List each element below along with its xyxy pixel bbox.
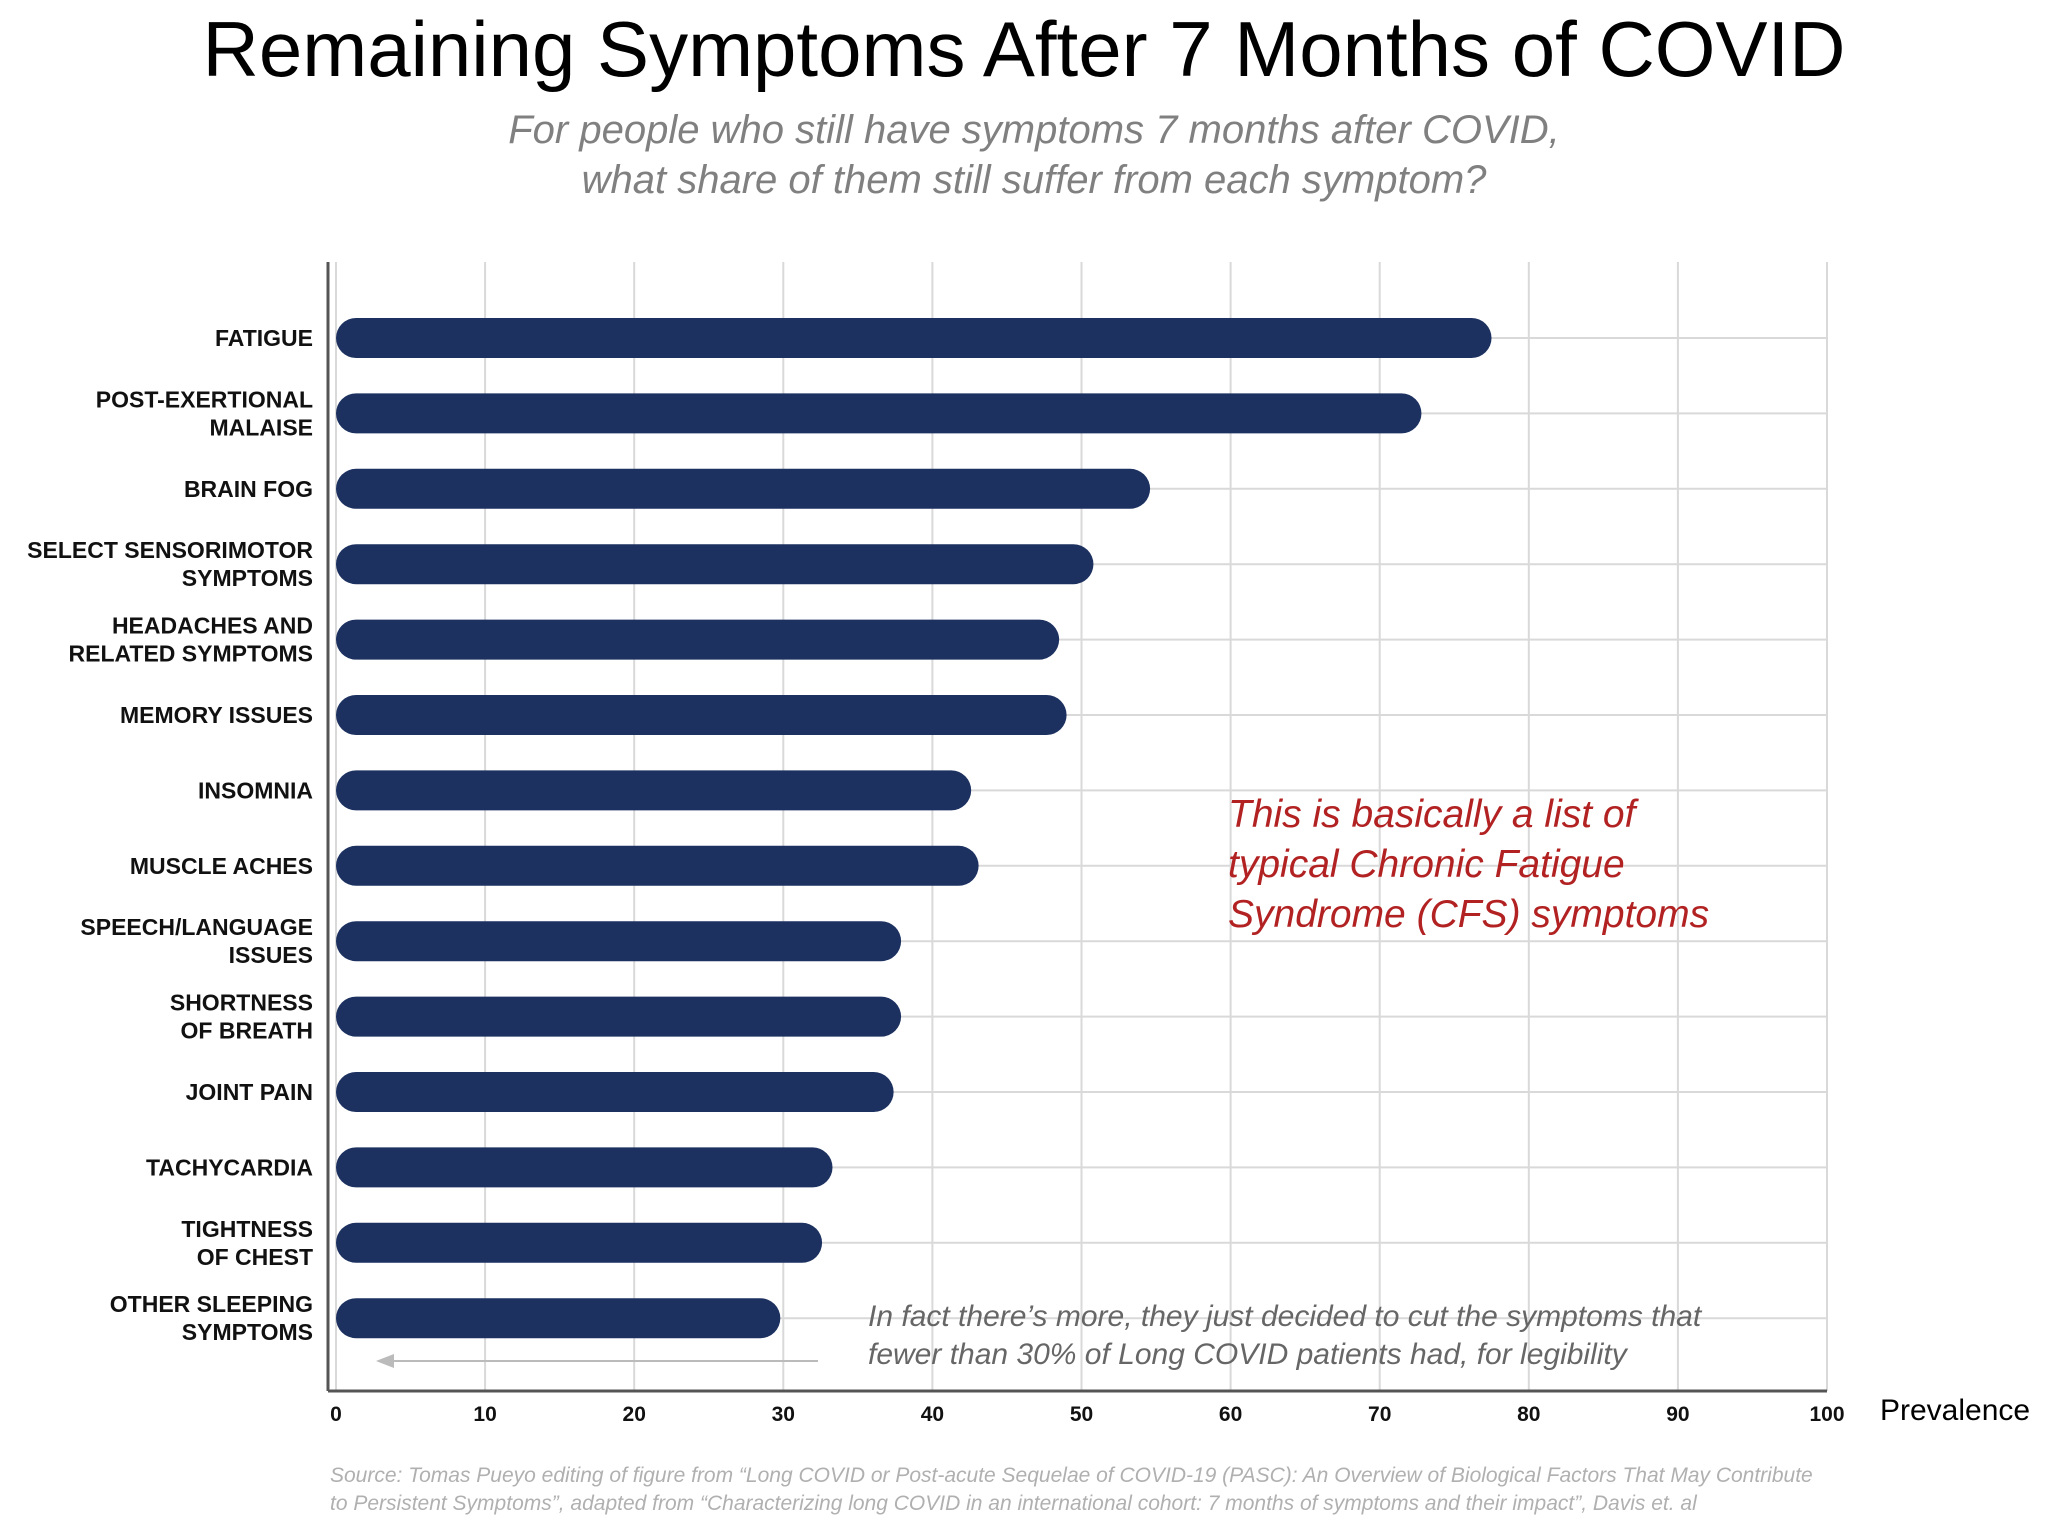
category-label: SELECT SENSORIMOTOR xyxy=(27,537,313,563)
x-tick-label: 70 xyxy=(1368,1403,1391,1426)
source-line-2: to Persistent Symptoms”, adapted from “C… xyxy=(330,1492,1697,1515)
chart-title: Remaining Symptoms After 7 Months of COV… xyxy=(202,5,1846,93)
bar xyxy=(336,1147,833,1188)
category-label: INSOMNIA xyxy=(198,777,313,803)
x-tick-label: 0 xyxy=(330,1403,342,1426)
x-axis-label: Prevalence xyxy=(1880,1394,2030,1427)
arrow-head xyxy=(376,1354,394,1368)
axes xyxy=(326,262,1827,1393)
category-label: ISSUES xyxy=(229,942,313,968)
category-label: SHORTNESS xyxy=(170,990,313,1016)
category-label: MUSCLE ACHES xyxy=(130,853,313,879)
bar xyxy=(336,318,1492,358)
x-tick-label: 80 xyxy=(1517,1403,1540,1426)
bar xyxy=(336,468,1151,509)
source-note: Source: Tomas Pueyo editing of figure fr… xyxy=(330,1462,1813,1518)
x-tick-labels: 0 10 20 30 40 50 60 70 80 90 100 xyxy=(330,1403,1844,1426)
category-label: POST-EXERTIONAL xyxy=(96,386,313,412)
category-label: HEADACHES AND xyxy=(112,613,313,639)
cutoff-annotation-line-1: In fact there’s more, they just decided … xyxy=(868,1300,1702,1333)
category-label: OF BREATH xyxy=(181,1018,313,1044)
x-tick-label: 20 xyxy=(623,1403,646,1426)
x-tick-label: 90 xyxy=(1666,1403,1689,1426)
bar xyxy=(336,1072,894,1112)
category-label: SPEECH/LANGUAGE xyxy=(80,914,313,940)
bar xyxy=(336,544,1094,585)
category-label: OTHER SLEEPING xyxy=(110,1291,313,1317)
x-tick-label: 60 xyxy=(1219,1403,1242,1426)
category-label: RELATED SYMPTOMS xyxy=(69,641,314,667)
chart-subtitle-line-2: what share of them still suffer from eac… xyxy=(581,158,1487,202)
bar xyxy=(336,619,1060,660)
source-line-1: Source: Tomas Pueyo editing of figure fr… xyxy=(330,1464,1813,1487)
cut-off-arrow xyxy=(376,1354,818,1368)
chart-subtitle-line-1: For people who still have symptoms 7 mon… xyxy=(508,108,1560,152)
category-label: TIGHTNESS xyxy=(181,1216,313,1242)
bar xyxy=(336,921,902,962)
category-label: SYMPTOMS xyxy=(182,565,313,591)
bar xyxy=(336,845,979,886)
x-tick-label: 30 xyxy=(772,1403,795,1426)
bar xyxy=(336,695,1067,735)
bar xyxy=(336,996,902,1037)
category-label: TACHYCARDIA xyxy=(146,1154,313,1180)
cfs-annotation-line-2: typical Chronic Fatigue xyxy=(1228,843,1625,886)
bar xyxy=(336,393,1422,434)
category-label: BRAIN FOG xyxy=(184,476,313,502)
category-label: MALAISE xyxy=(210,414,314,440)
category-label: JOINT PAIN xyxy=(186,1079,313,1105)
category-label: OF CHEST xyxy=(197,1244,313,1270)
x-tick-label: 50 xyxy=(1070,1403,1093,1426)
cutoff-annotation-line-2: fewer than 30% of Long COVID patients ha… xyxy=(868,1338,1627,1371)
bar xyxy=(336,1298,781,1339)
bars xyxy=(336,318,1492,1339)
cfs-annotation: This is basically a list of typical Chro… xyxy=(1228,790,1709,940)
x-tick-label: 100 xyxy=(1809,1403,1844,1426)
category-label: MEMORY ISSUES xyxy=(120,702,313,728)
grid-lines xyxy=(335,262,1828,1391)
category-label: FATIGUE xyxy=(215,325,313,351)
cfs-annotation-line-3: Syndrome (CFS) symptoms xyxy=(1228,893,1710,936)
category-label: SYMPTOMS xyxy=(182,1319,313,1345)
x-tick-label: 10 xyxy=(473,1403,496,1426)
cfs-annotation-line-1: This is basically a list of xyxy=(1228,793,1636,836)
bar xyxy=(336,1222,823,1263)
cutoff-annotation: In fact there’s more, they just decided … xyxy=(868,1298,1701,1374)
bar xyxy=(336,770,972,811)
x-tick-label: 40 xyxy=(921,1403,944,1426)
